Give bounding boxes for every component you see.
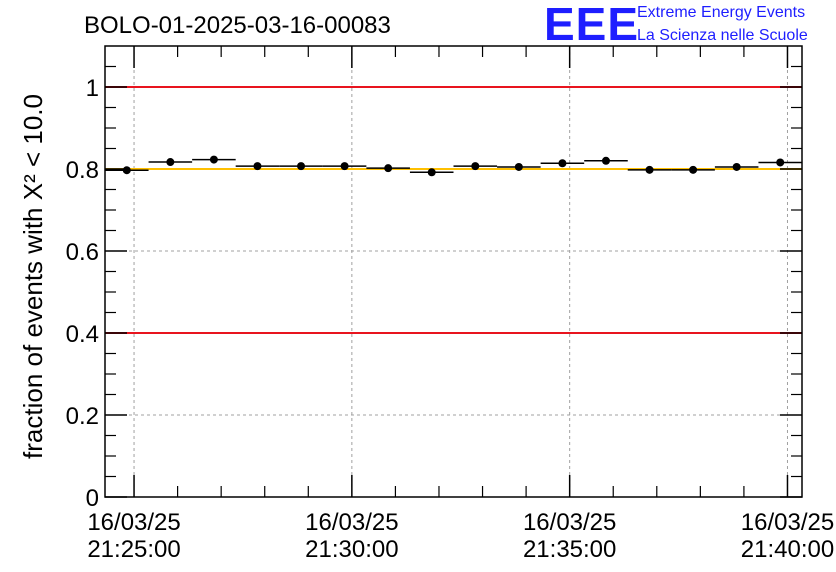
data-point [253, 162, 262, 171]
y-tick-label: 0.6 [66, 239, 99, 266]
data-points [105, 155, 802, 177]
data-point [166, 158, 175, 167]
data-point [732, 162, 741, 171]
y-tick-labels: 0 0.2 0.4 0.6 0.8 1 [66, 75, 99, 512]
x-tick-date: 16/03/25 [741, 509, 834, 536]
y-axis-label: fraction of events with Χ² < 10.0 [18, 94, 48, 459]
x-tick-date: 16/03/25 [87, 509, 180, 536]
data-point [427, 168, 436, 177]
data-point [645, 165, 654, 174]
x-tick-time: 21:40:00 [741, 536, 834, 563]
data-point [297, 162, 306, 171]
x-tick-date: 16/03/25 [305, 509, 398, 536]
plot-frame [104, 45, 803, 498]
data-point [558, 159, 567, 168]
y-tick-label: 0.2 [66, 403, 99, 430]
chart-title: BOLO-01-2025-03-16-00083 [84, 12, 391, 39]
data-point [514, 162, 523, 171]
data-point [601, 156, 610, 165]
grid [105, 46, 802, 497]
x-tick-time: 21:35:00 [523, 536, 616, 563]
x-tick-date: 16/03/25 [523, 509, 616, 536]
y-tick-label: 0 [86, 485, 99, 512]
axis-ticks [105, 46, 802, 498]
data-point [689, 165, 698, 174]
data-point [122, 166, 131, 175]
logo-mark: EEE [544, 0, 639, 50]
data-point [209, 155, 218, 164]
eee-logo: EEE Extreme Energy Events La Scienza nel… [544, 0, 808, 50]
data-point [384, 164, 393, 173]
x-tick-time: 21:25:00 [87, 536, 180, 563]
x-tick-time: 21:30:00 [305, 536, 398, 563]
data-point [340, 162, 349, 171]
data-point [776, 158, 785, 167]
data-point [471, 162, 480, 171]
reference-lines [105, 86, 802, 334]
y-tick-label: 1 [86, 75, 99, 102]
y-tick-label: 0.4 [66, 321, 99, 348]
x-tick-labels: 16/03/2521:25:0016/03/2521:30:0016/03/25… [87, 509, 834, 563]
logo-line-1: Extreme Energy Events [637, 4, 805, 21]
logo-line-2: La Scienza nelle Scuole [637, 27, 808, 44]
y-tick-label: 0.8 [66, 157, 99, 184]
